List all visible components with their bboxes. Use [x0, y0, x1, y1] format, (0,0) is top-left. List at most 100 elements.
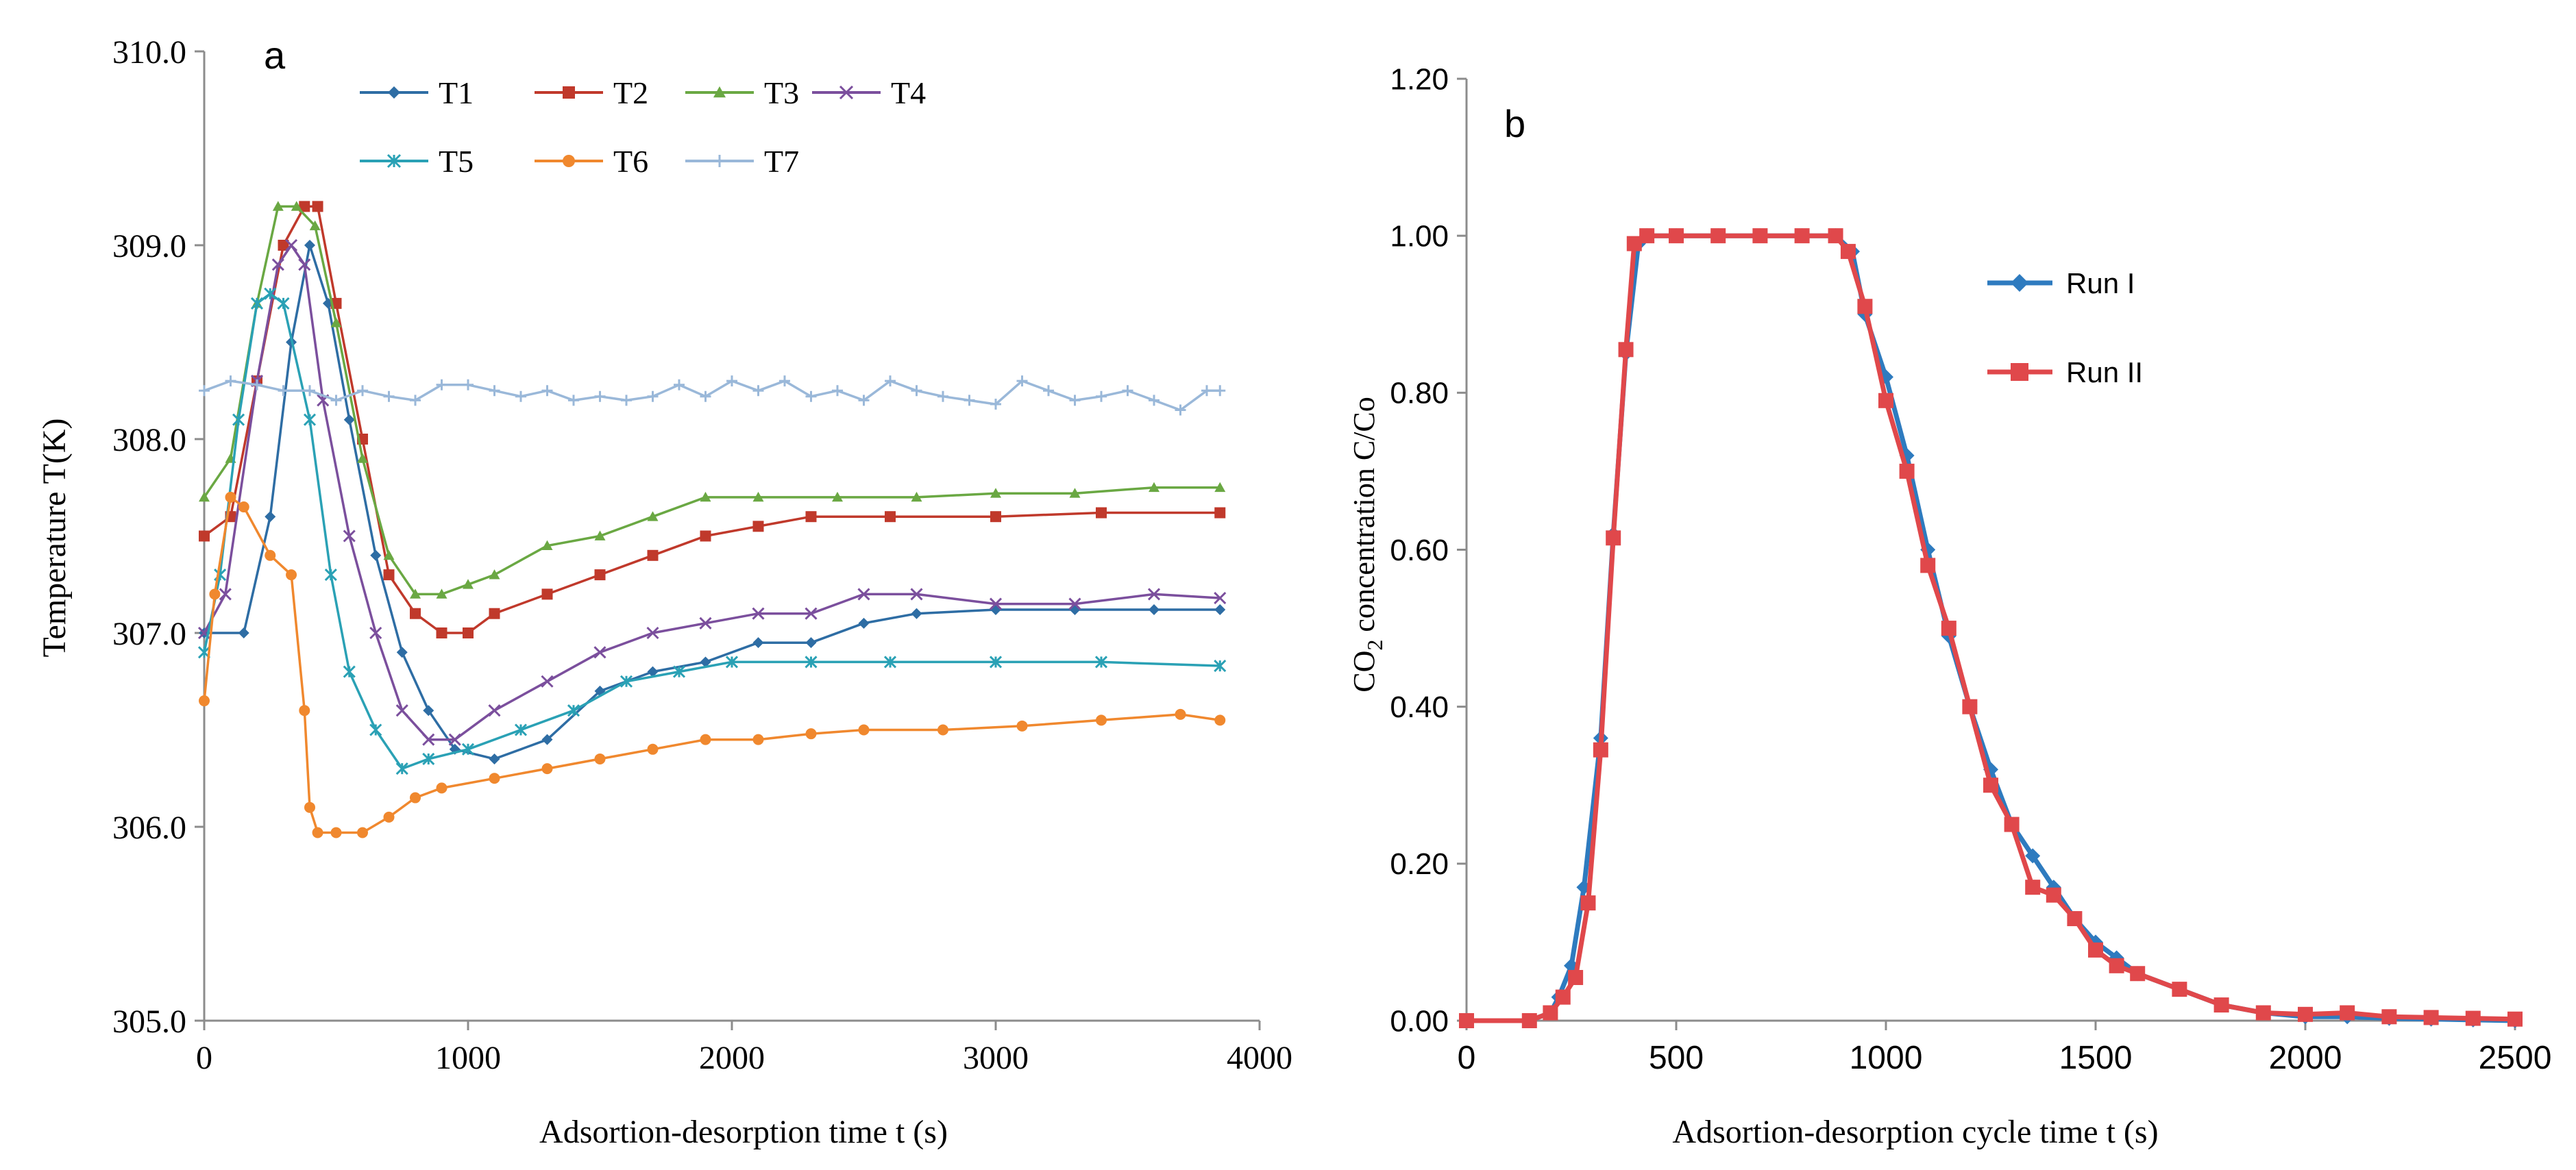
- a-tick-labels: 305.0 306.0 307.0 308.0 309.0 310.0 0 1000 2000 3…: [112, 34, 1292, 1076]
- b-x-tick-label: 1000: [1850, 1040, 1923, 1076]
- a-legend-label-t4: T4: [891, 75, 926, 110]
- a-point-t7: [357, 385, 368, 397]
- a-x-tick-label: 2000: [699, 1040, 765, 1076]
- panel-b: 0.00 0.20 0.40 0.60 0.80 1.00 1.20 0 500 1000 1500…: [1347, 62, 2551, 1150]
- b-point-run-ii: [1521, 1013, 1537, 1028]
- a-point-t2: [885, 511, 896, 523]
- a-point-t7: [911, 385, 922, 397]
- b-tick-labels: 0.00 0.20 0.40 0.60 0.80 1.00 1.20 0 500 1000 1500…: [1390, 62, 2551, 1076]
- b-y-tick-label: 1.00: [1390, 220, 1449, 253]
- b-point-run-ii: [1669, 228, 1684, 244]
- a-point-t4: [1214, 591, 1227, 605]
- a-x-tick-label: 3000: [963, 1040, 1029, 1076]
- a-point-t2: [463, 627, 474, 638]
- a-series-t3: [199, 201, 1226, 599]
- a-point-t7: [410, 395, 421, 406]
- a-point-t5: [369, 723, 382, 736]
- a-point-t7: [1175, 404, 1186, 416]
- a-point-t3: [291, 201, 302, 211]
- a-point-t5: [567, 704, 580, 717]
- a-point-t6: [209, 588, 221, 600]
- b-point-run-ii: [2088, 942, 2103, 958]
- b-x-axis-title: Adsortion-desorption cycle time t (s): [1672, 1114, 2158, 1150]
- a-point-t3: [489, 569, 500, 580]
- a-point-t7: [1043, 385, 1054, 397]
- a-legend-label-t1: T1: [439, 75, 474, 110]
- a-point-t2: [541, 588, 553, 600]
- a-legend-marker-t5: [387, 153, 402, 169]
- a-point-t4: [805, 607, 818, 620]
- b-point-run-ii: [1593, 742, 1608, 758]
- a-point-t7: [1122, 385, 1133, 397]
- b-line-run-ii: [1467, 233, 2516, 1023]
- a-point-t7: [489, 385, 500, 397]
- b-point-run-ii: [1983, 777, 1998, 793]
- a-point-t4: [593, 646, 606, 659]
- a-point-t5: [324, 569, 337, 582]
- a-point-t7: [330, 395, 342, 406]
- a-point-t2: [805, 511, 817, 523]
- b-y-axis-title-sub: 2: [1362, 640, 1387, 651]
- a-point-t4: [1147, 588, 1161, 601]
- a-point-t5: [883, 656, 897, 669]
- b-point-run-ii: [1543, 1005, 1558, 1021]
- b-x-tick-label: 0: [1458, 1040, 1476, 1076]
- b-point-run-ii: [1618, 342, 1634, 358]
- a-point-t6: [304, 801, 315, 813]
- a-point-t1: [805, 637, 817, 649]
- a-legend-label-t5: T5: [439, 144, 474, 179]
- a-point-t6: [330, 827, 342, 838]
- b-point-run-ii: [1828, 228, 1843, 244]
- b-point-run-ii: [1840, 244, 1856, 260]
- a-point-t2: [278, 240, 289, 251]
- a-point-t2: [1096, 507, 1107, 519]
- a-point-t7: [225, 375, 236, 387]
- b-point-run-ii: [2172, 982, 2187, 997]
- a-point-t1: [343, 414, 355, 425]
- a-point-t3: [436, 588, 447, 599]
- a-point-t6: [299, 705, 310, 717]
- a-point-t5: [264, 287, 277, 300]
- a-point-t7: [463, 379, 474, 390]
- a-point-t4: [910, 588, 923, 601]
- panel-a: 305.0 306.0 307.0 308.0 309.0 310.0 0 1000 2000 3…: [36, 34, 1292, 1150]
- b-point-run-ii: [2025, 880, 2041, 895]
- a-point-t7: [779, 375, 790, 387]
- b-y-axis-title-main: CO: [1347, 651, 1381, 693]
- a-legend-entry-t7: T7: [685, 144, 799, 179]
- a-legend-marker-t4: [839, 85, 854, 100]
- b-y-tick-label: 0.80: [1390, 377, 1449, 410]
- a-point-t7: [436, 379, 447, 390]
- a-point-t2: [1214, 507, 1226, 519]
- a-point-t4: [271, 258, 284, 271]
- b-y-tick-label: 0.40: [1390, 690, 1449, 724]
- a-point-t6: [647, 743, 659, 755]
- a-series-t6: [199, 491, 1226, 838]
- a-point-t6: [410, 792, 421, 804]
- a-point-t5: [1094, 656, 1108, 669]
- b-legend-label-run-i: Run I: [2066, 267, 2135, 299]
- a-series: [197, 201, 1227, 838]
- a-point-t5: [395, 762, 408, 775]
- a-point-t6: [357, 827, 368, 838]
- b-point-run-ii: [1962, 699, 1978, 714]
- a-point-t6: [312, 827, 323, 838]
- a-legend-entry-t2: T2: [535, 75, 648, 110]
- b-point-run-ii: [1794, 228, 1810, 244]
- a-point-t3: [1149, 482, 1160, 493]
- a-point-t7: [1201, 385, 1212, 397]
- a-y-tick-label: 306.0: [112, 810, 186, 846]
- a-point-t7: [278, 385, 289, 397]
- b-point-run-ii: [2213, 997, 2229, 1013]
- a-point-t2: [752, 521, 764, 532]
- a-point-t6: [700, 734, 711, 745]
- a-point-t4: [448, 733, 461, 746]
- b-point-run-ii: [2465, 1010, 2481, 1026]
- a-point-t1: [1214, 604, 1226, 616]
- a-legend-marker-t1: [388, 86, 400, 99]
- a-point-t2: [299, 201, 310, 212]
- a-point-t1: [396, 647, 408, 658]
- a-point-t7: [304, 385, 315, 397]
- a-y-tick-label: 307.0: [112, 616, 186, 652]
- b-point-run-ii: [2298, 1006, 2313, 1022]
